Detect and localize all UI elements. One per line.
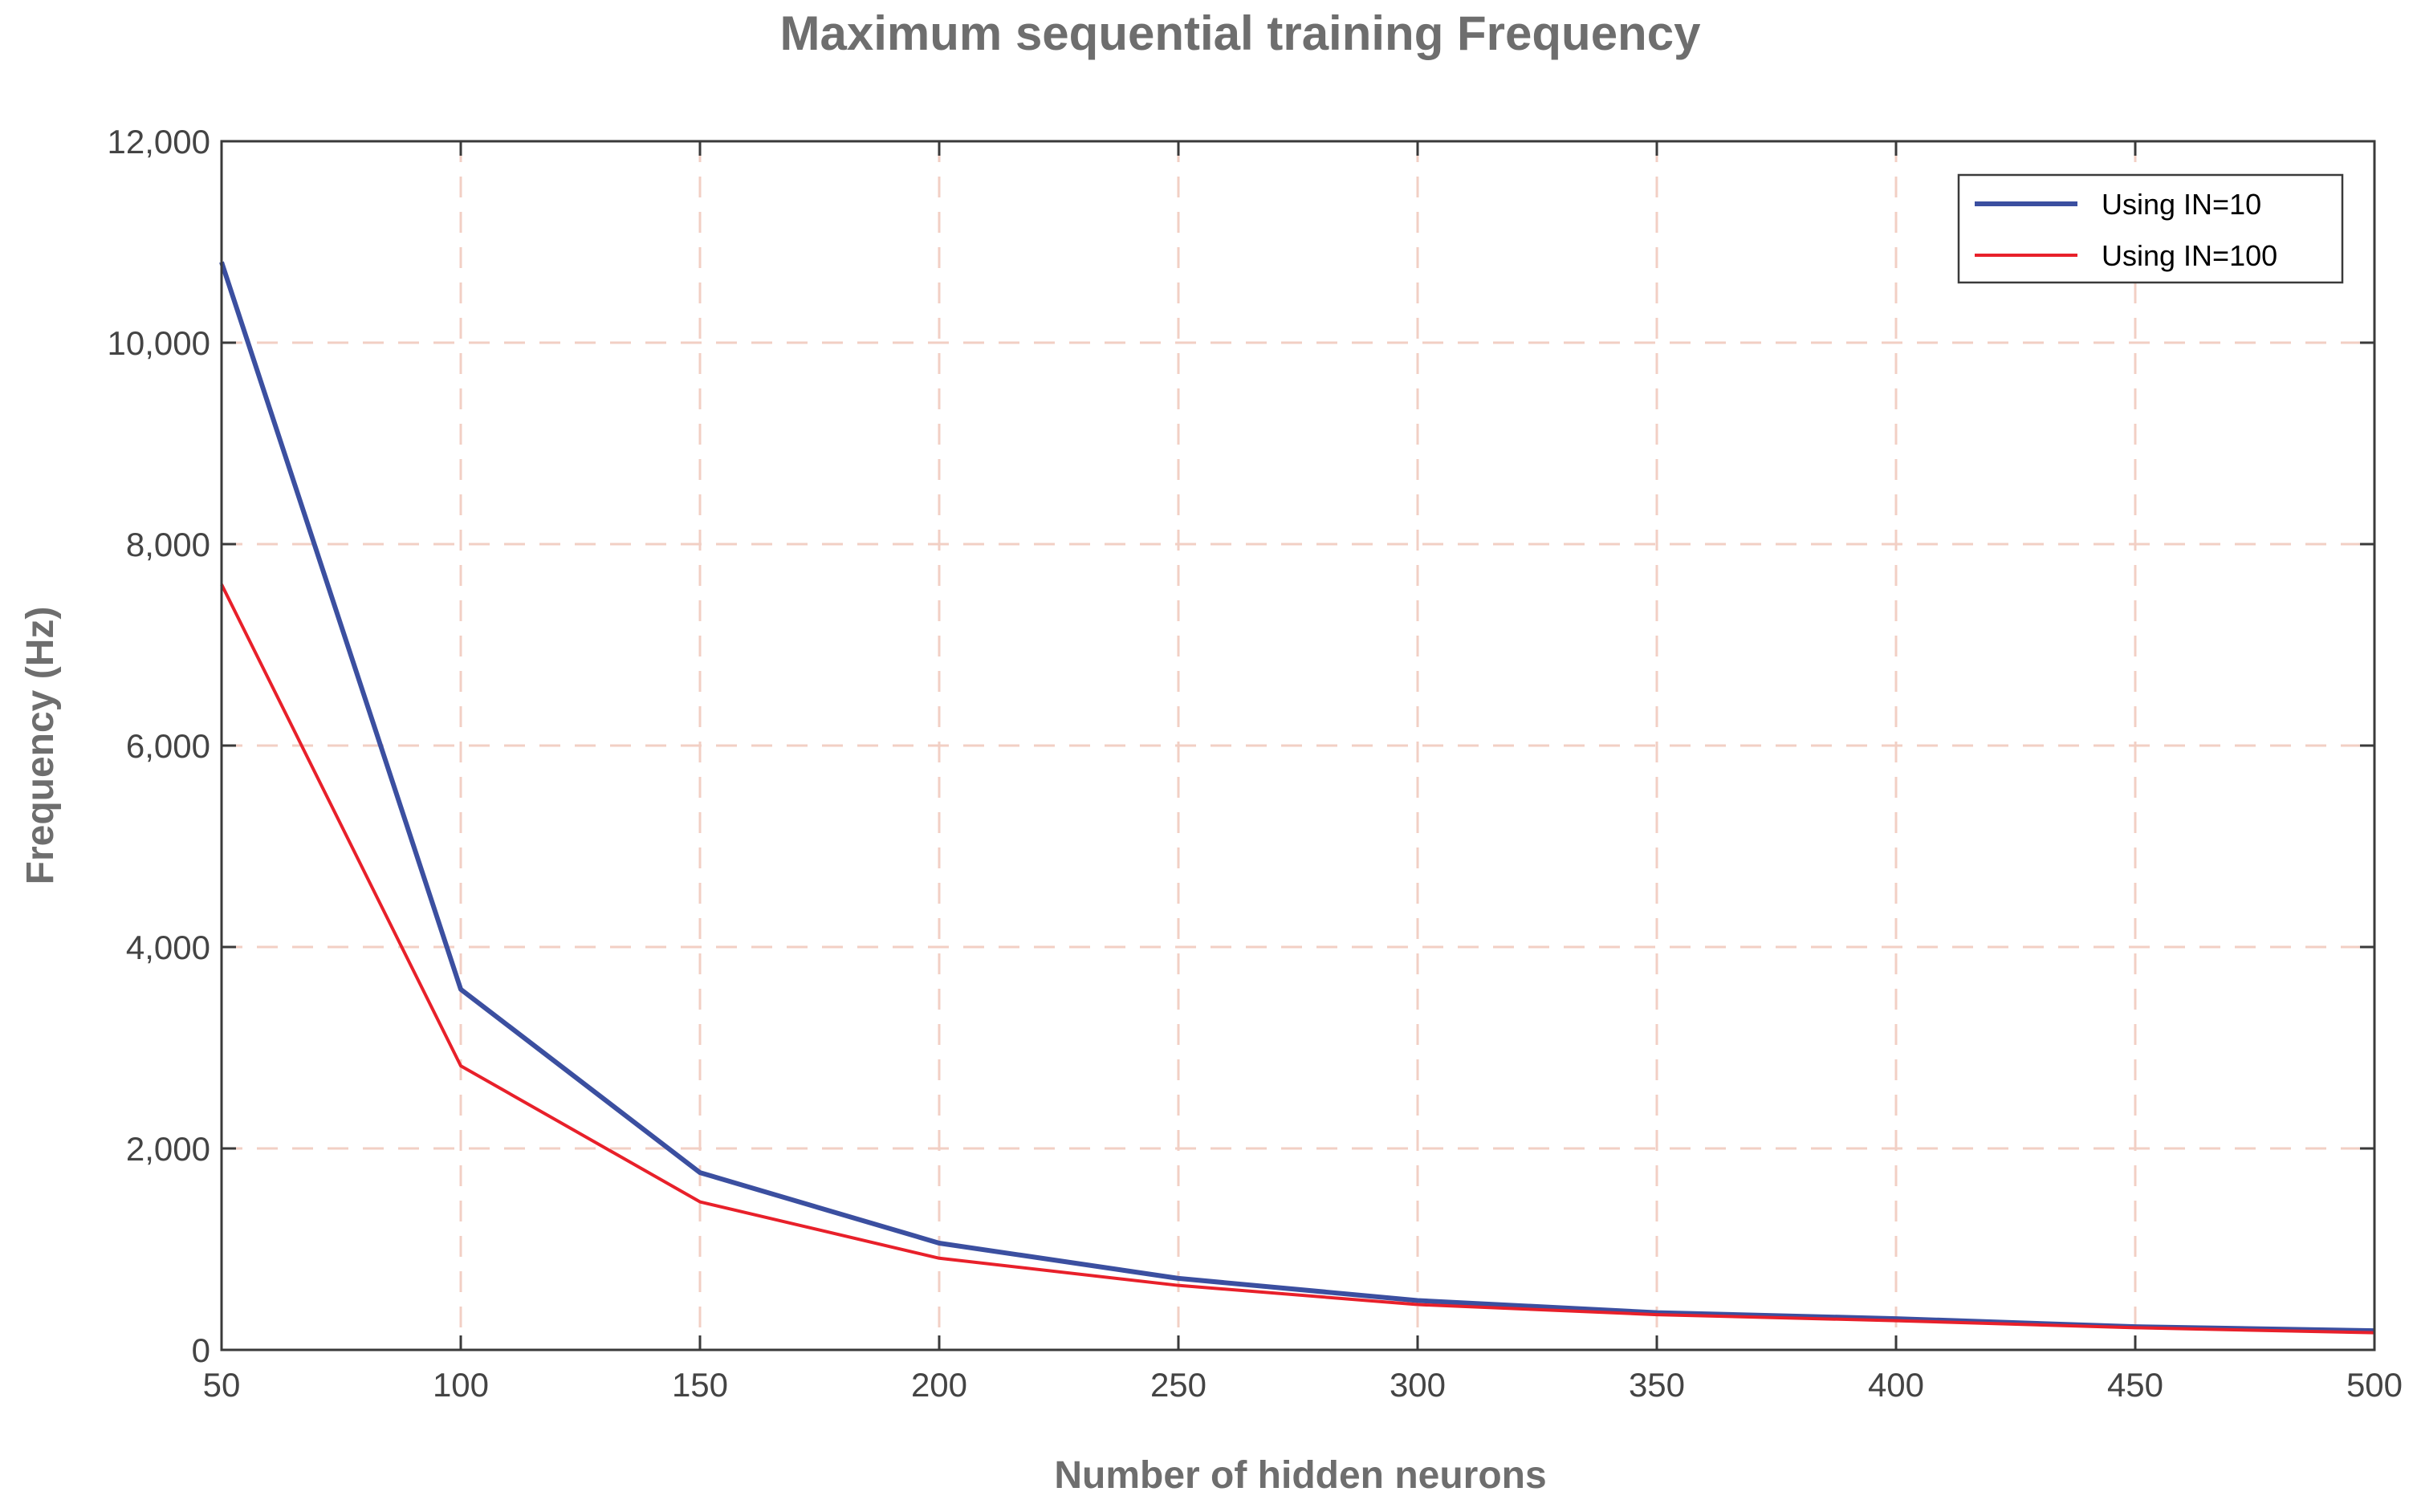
legend-box [1957,173,2344,284]
y-tick-label: 8,000 [126,526,210,563]
data-point-using-in-10 [698,1170,702,1175]
y-tick-label: 10,000 [108,324,210,362]
y-axis-label: Frequency (Hz) [19,607,62,885]
x-tick-label: 450 [2107,1366,2163,1404]
x-tick-label: 150 [672,1366,728,1404]
y-tick-label: 0 [192,1331,210,1369]
chart-title: Maximum sequential training Frequency [780,6,1702,60]
data-point-using-in-10 [937,1241,942,1246]
data-point-using-in-100 [1415,1303,1420,1307]
data-point-using-in-100 [2133,1325,2138,1330]
data-point-using-in-100 [1176,1283,1181,1288]
data-point-using-in-100 [698,1200,702,1205]
ticks: 50 100 150 200 250 300 350 400 450 500 0 2,000 4,000… [108,123,2403,1404]
x-tick-label: 200 [911,1366,967,1404]
data-point-using-in-10 [1176,1276,1181,1281]
legend-label-using-in-100: Using IN=100 [2102,239,2277,272]
series-line-using-in-10 [219,261,2375,1334]
y-tick-label: 2,000 [126,1130,210,1168]
legend: Using IN=10 Using IN=100 [1957,173,2344,284]
x-tick-label: 500 [2346,1366,2403,1404]
data-point-using-in-100 [1894,1319,1898,1323]
y-tick-label: 6,000 [126,727,210,765]
y-tick-label: 12,000 [108,123,210,161]
data-point-using-in-100 [458,1063,463,1068]
x-tick-label: 100 [433,1366,489,1404]
x-axis-label: Number of hidden neurons [1054,1454,1546,1497]
x-tick-label: 300 [1390,1366,1446,1404]
grid [222,141,2374,1350]
x-tick-label: 400 [1868,1366,1924,1404]
y-tick-label: 4,000 [126,929,210,966]
series-layer [219,261,2375,1335]
x-tick-label: 350 [1629,1366,1685,1404]
x-tick-label: 250 [1150,1366,1206,1404]
data-point-using-in-100 [1654,1312,1659,1317]
series-line-using-in-100 [220,583,2375,1335]
x-tick-label: 50 [203,1366,241,1404]
data-point-using-in-10 [458,987,463,992]
legend-label-using-in-10: Using IN=10 [2102,188,2261,221]
data-point-using-in-100 [937,1256,942,1261]
